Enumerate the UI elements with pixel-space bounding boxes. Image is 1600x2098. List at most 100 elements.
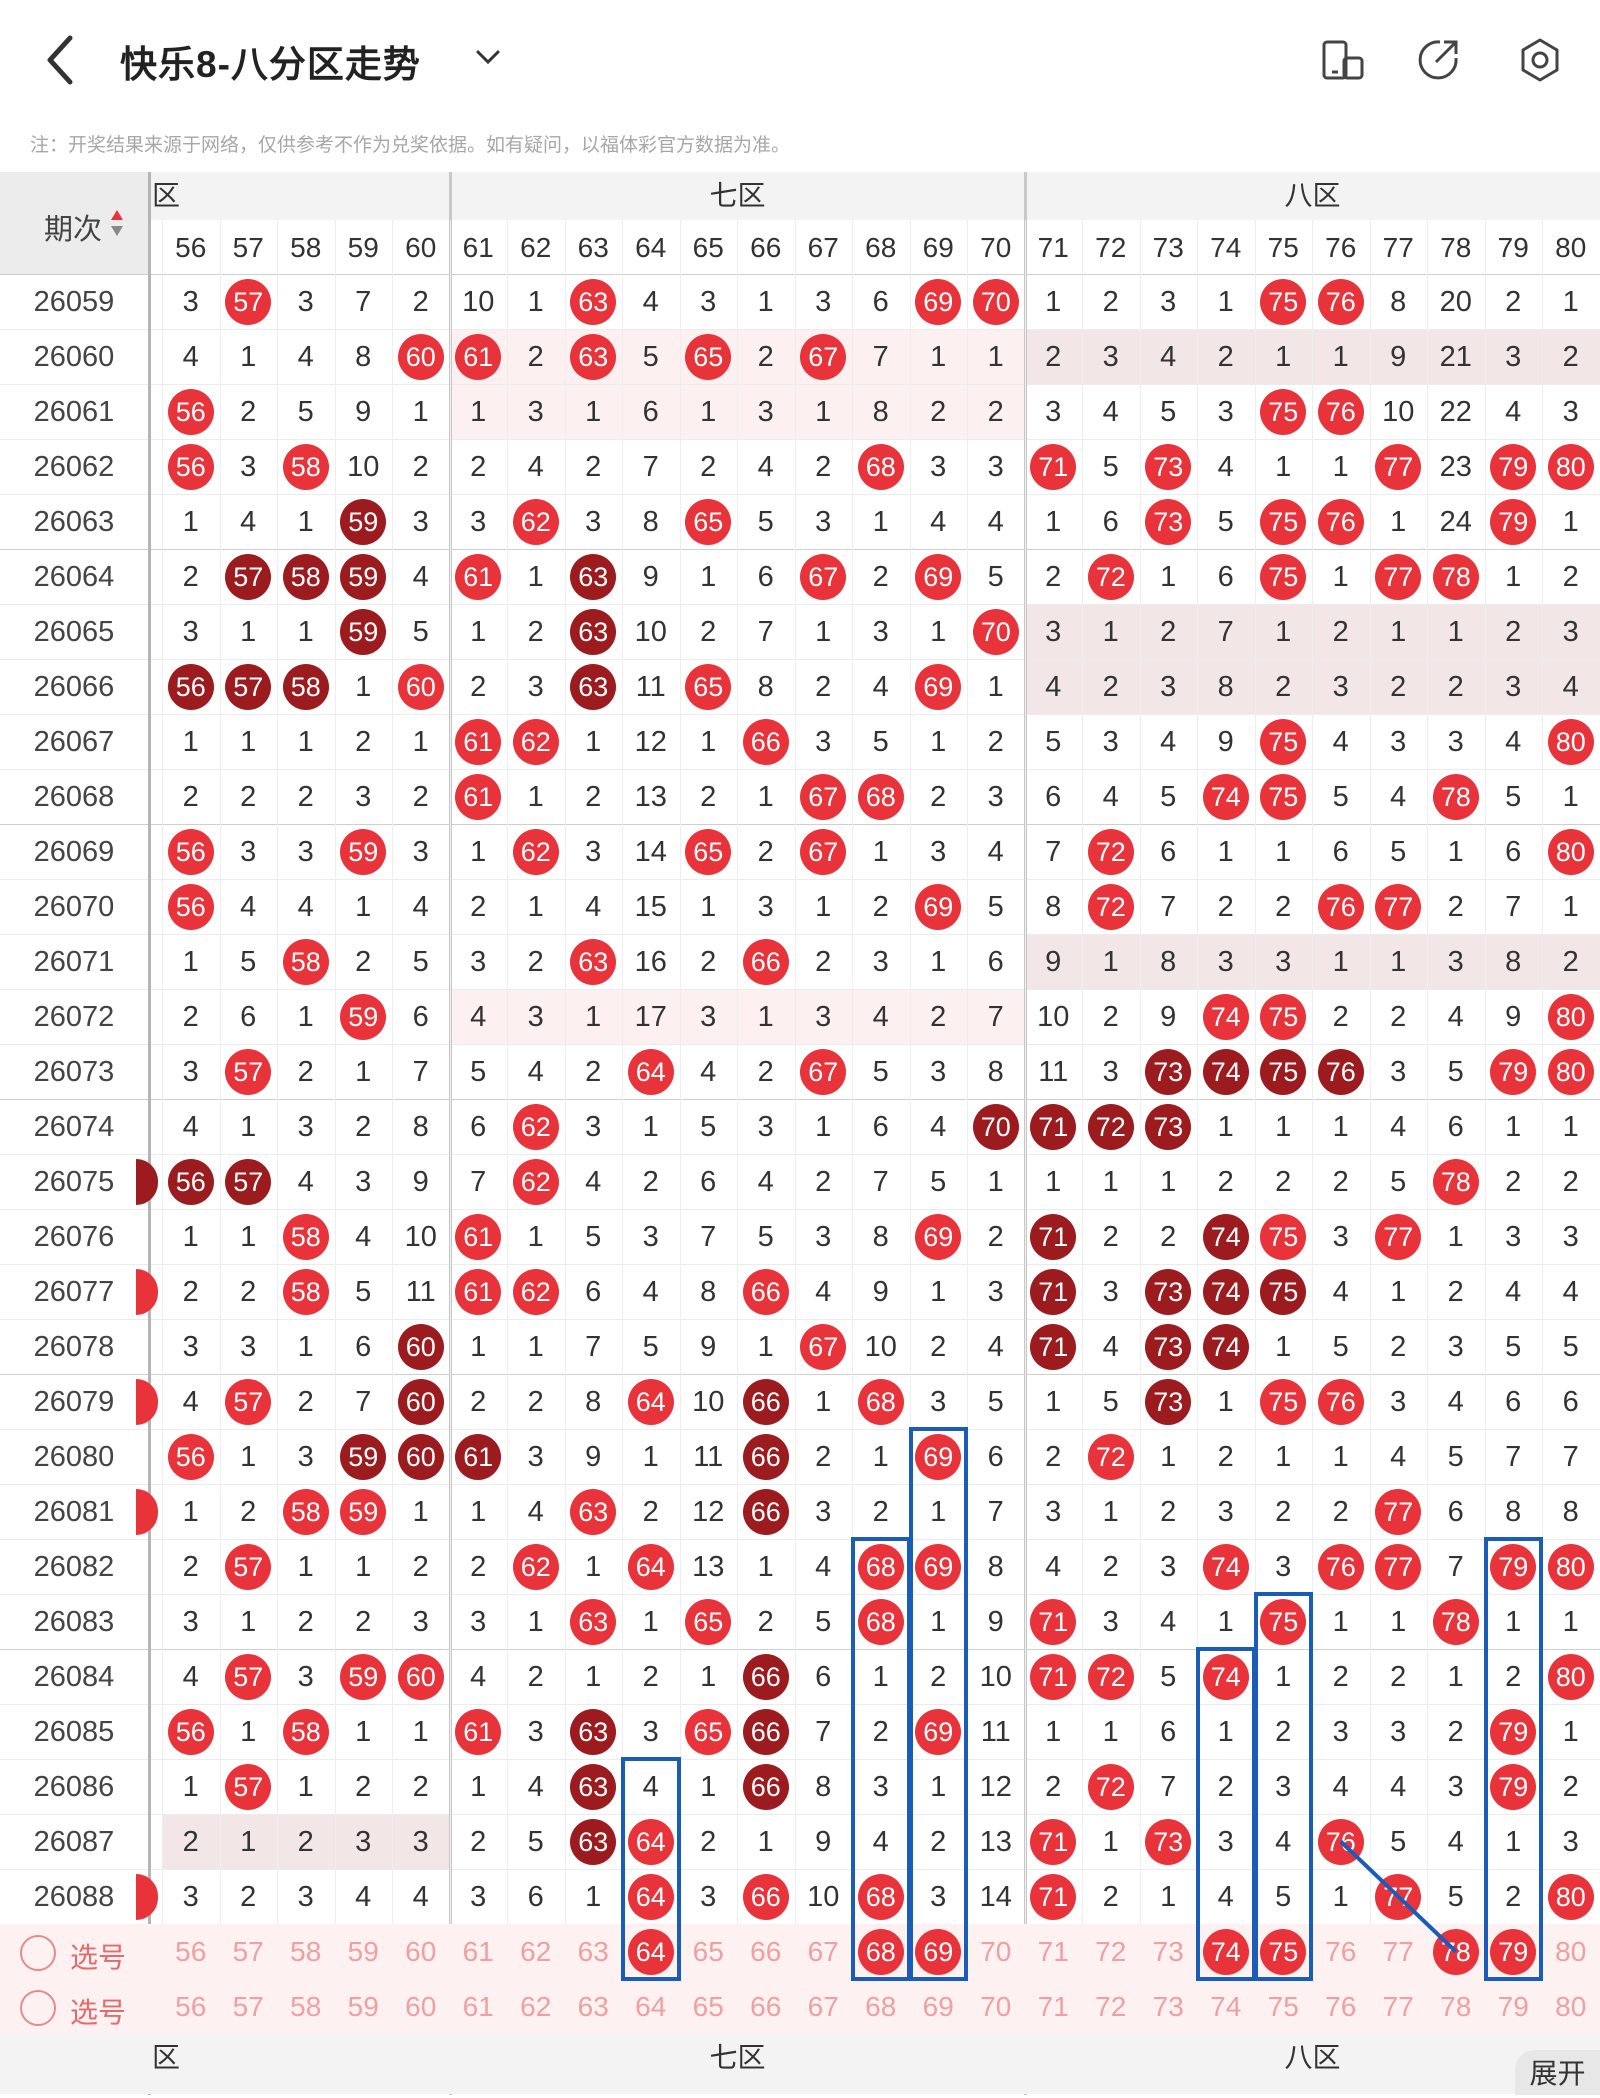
sort-icon[interactable] xyxy=(110,208,124,238)
select-number[interactable]: 65 xyxy=(692,1936,724,1967)
period-number[interactable]: 26085 xyxy=(33,1716,115,1748)
period-number[interactable]: 26068 xyxy=(33,781,115,813)
select-number[interactable]: 69 xyxy=(922,1991,954,2022)
period-number[interactable]: 26061 xyxy=(33,396,115,428)
period-header[interactable]: 期次 xyxy=(0,172,148,274)
select-number[interactable]: 77 xyxy=(1382,1936,1414,1967)
select-number[interactable]: 56 xyxy=(175,1936,207,1967)
period-number[interactable]: 26076 xyxy=(33,1221,115,1253)
select-number[interactable]: 62 xyxy=(520,1936,552,1967)
select-number[interactable]: 63 xyxy=(577,1936,609,1967)
period-number[interactable]: 26086 xyxy=(33,1771,115,1803)
select-ball-74[interactable]: 74 xyxy=(1202,1928,1249,1975)
period-number[interactable]: 26087 xyxy=(33,1826,115,1858)
period-number[interactable]: 26078 xyxy=(33,1331,115,1363)
period-number[interactable]: 26074 xyxy=(33,1111,115,1143)
period-number[interactable]: 26063 xyxy=(33,506,115,538)
period-number[interactable]: 26082 xyxy=(33,1551,115,1583)
miss-count: 2 xyxy=(182,1001,199,1033)
period-number[interactable]: 26083 xyxy=(33,1606,115,1638)
select-number[interactable]: 79 xyxy=(1497,1991,1529,2022)
drawn-ball-77: 77 xyxy=(1375,1873,1422,1920)
select-number[interactable]: 70 xyxy=(980,1991,1012,2022)
period-number[interactable]: 26075 xyxy=(33,1166,115,1198)
period-number[interactable]: 26067 xyxy=(33,726,115,758)
chevron-down-icon[interactable] xyxy=(473,42,503,72)
drawn-ball-79: 79 xyxy=(1490,1543,1537,1590)
select-number[interactable]: 67 xyxy=(807,1936,839,1967)
select-number[interactable]: 64 xyxy=(635,1991,667,2022)
period-number[interactable]: 26080 xyxy=(33,1441,115,1473)
period-number[interactable]: 26069 xyxy=(33,836,115,868)
select-number[interactable]: 65 xyxy=(692,1991,724,2022)
select-number[interactable]: 80 xyxy=(1555,1936,1587,1967)
select-number[interactable]: 68 xyxy=(865,1991,897,2022)
select-number[interactable]: 57 xyxy=(232,1991,264,2022)
select-number[interactable]: 72 xyxy=(1095,1936,1127,1967)
select-label[interactable]: 选号 xyxy=(70,1997,127,2028)
miss-count: 1 xyxy=(1447,836,1464,868)
select-number[interactable]: 70 xyxy=(980,1936,1012,1967)
select-number[interactable]: 72 xyxy=(1095,1991,1127,2022)
select-number[interactable]: 73 xyxy=(1152,1991,1184,2022)
select-number[interactable]: 66 xyxy=(750,1991,782,2022)
select-number[interactable]: 60 xyxy=(405,1936,437,1967)
trend-table[interactable]: 区七区 八区 56 57 58 59 60 61 62 63 64 65 66 67 68 69 70 71 72 7… xyxy=(0,172,1600,2095)
select-number[interactable]: 71 xyxy=(1037,1936,1069,1967)
select-number[interactable]: 61 xyxy=(462,1936,494,1967)
select-number[interactable]: 76 xyxy=(1325,1936,1357,1967)
select-ball-69[interactable]: 69 xyxy=(915,1928,962,1975)
select-number[interactable]: 67 xyxy=(807,1991,839,2022)
period-number[interactable]: 26070 xyxy=(33,891,115,923)
select-number[interactable]: 62 xyxy=(520,1991,552,2022)
select-ball-68[interactable]: 68 xyxy=(857,1928,904,1975)
select-number[interactable]: 59 xyxy=(347,1991,379,2022)
select-number[interactable]: 58 xyxy=(290,1991,322,2022)
period-number[interactable]: 26062 xyxy=(33,451,115,483)
select-number[interactable]: 73 xyxy=(1152,1936,1184,1967)
chevron-left-icon[interactable] xyxy=(38,30,88,90)
settings-icon[interactable] xyxy=(1516,36,1564,84)
period-number[interactable]: 26084 xyxy=(33,1661,115,1693)
select-number[interactable]: 80 xyxy=(1555,1991,1587,2022)
select-number[interactable]: 76 xyxy=(1325,1991,1357,2022)
miss-count: 2 xyxy=(872,891,889,923)
period-number[interactable]: 26059 xyxy=(33,286,115,318)
period-number[interactable]: 26066 xyxy=(33,671,115,703)
share-icon[interactable] xyxy=(1414,36,1462,84)
select-number[interactable]: 60 xyxy=(405,1991,437,2022)
select-number[interactable]: 58 xyxy=(290,1936,322,1967)
select-number[interactable]: 59 xyxy=(347,1936,379,1967)
select-number[interactable]: 74 xyxy=(1210,1991,1242,2022)
select-radio[interactable] xyxy=(20,1935,56,1971)
select-number[interactable]: 75 xyxy=(1267,1991,1299,2022)
period-number[interactable]: 26071 xyxy=(33,946,115,978)
page-title[interactable]: 快乐8-八分区走势 xyxy=(120,44,421,85)
select-number[interactable]: 71 xyxy=(1037,1991,1069,2022)
select-number[interactable]: 61 xyxy=(462,1991,494,2022)
expand-button[interactable]: 展开 xyxy=(1515,2050,1600,2095)
period-number[interactable]: 26060 xyxy=(33,341,115,373)
column-number: 66 xyxy=(750,232,782,263)
select-number[interactable]: 57 xyxy=(232,1936,264,1967)
period-number[interactable]: 26088 xyxy=(33,1881,115,1913)
period-number[interactable]: 26073 xyxy=(33,1056,115,1088)
select-number[interactable]: 56 xyxy=(175,1991,207,2022)
select-ball-75[interactable]: 75 xyxy=(1260,1928,1307,1975)
select-number[interactable]: 63 xyxy=(577,1991,609,2022)
select-number[interactable]: 77 xyxy=(1382,1991,1414,2022)
select-ball-64[interactable]: 64 xyxy=(627,1928,674,1975)
select-number[interactable]: 78 xyxy=(1440,1991,1472,2022)
device-switch-icon[interactable] xyxy=(1320,36,1368,84)
period-number[interactable]: 26077 xyxy=(33,1276,115,1308)
select-radio[interactable] xyxy=(20,1990,56,2026)
period-number[interactable]: 26072 xyxy=(33,1001,115,1033)
period-number[interactable]: 26081 xyxy=(33,1496,115,1528)
period-number[interactable]: 26065 xyxy=(33,616,115,648)
select-ball-79[interactable]: 79 xyxy=(1490,1928,1537,1975)
period-number[interactable]: 26079 xyxy=(33,1386,115,1418)
select-number[interactable]: 66 xyxy=(750,1936,782,1967)
select-label[interactable]: 选号 xyxy=(70,1942,127,1973)
period-number[interactable]: 26064 xyxy=(33,561,115,593)
select-ball-78[interactable]: 78 xyxy=(1432,1928,1479,1975)
